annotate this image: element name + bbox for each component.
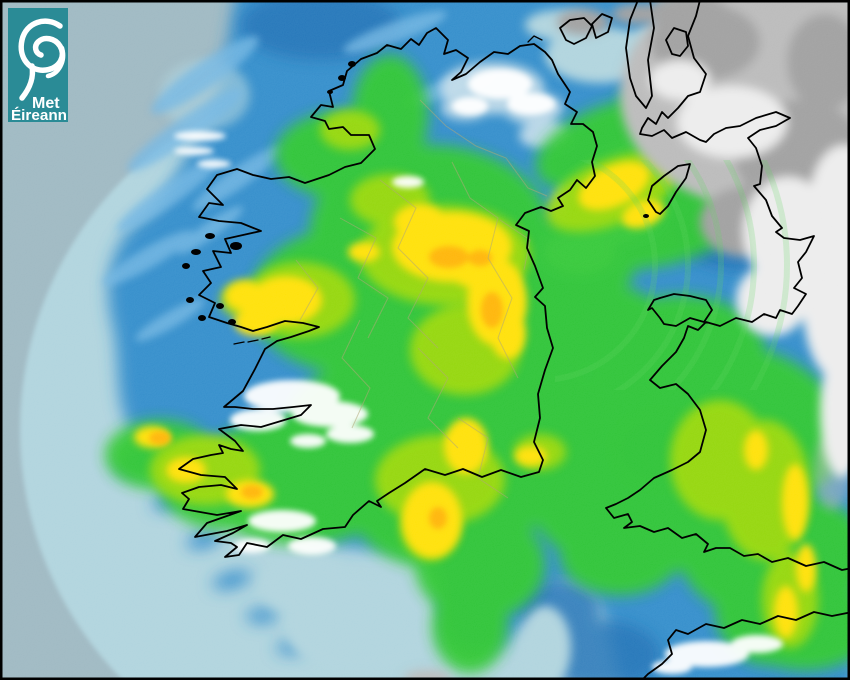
coastline-anglesey bbox=[647, 293, 713, 327]
logo-text-group: Met Éireann bbox=[11, 95, 67, 124]
coastline-kintyre bbox=[625, 0, 655, 109]
county-borders-group bbox=[295, 99, 548, 499]
coastline-jura bbox=[591, 13, 613, 39]
coastline-arran bbox=[665, 27, 689, 57]
coastline-devon bbox=[640, 611, 850, 680]
coastline-isle-of-man bbox=[647, 163, 691, 215]
coastline-group bbox=[178, 0, 850, 680]
logo-text-eireann: Éireann bbox=[11, 107, 67, 124]
coastline-ireland bbox=[178, 27, 598, 558]
logo-text-met: Met bbox=[32, 95, 60, 112]
coastline-britain-west bbox=[605, 0, 850, 571]
coastline-islay bbox=[559, 17, 593, 45]
hurricane-spiral-icon bbox=[18, 18, 66, 101]
coastline-rathlin bbox=[527, 35, 543, 43]
islands-group bbox=[182, 61, 649, 325]
coastline-aran-islands bbox=[233, 336, 271, 345]
met-eireann-logo: Met Éireann bbox=[8, 8, 68, 124]
